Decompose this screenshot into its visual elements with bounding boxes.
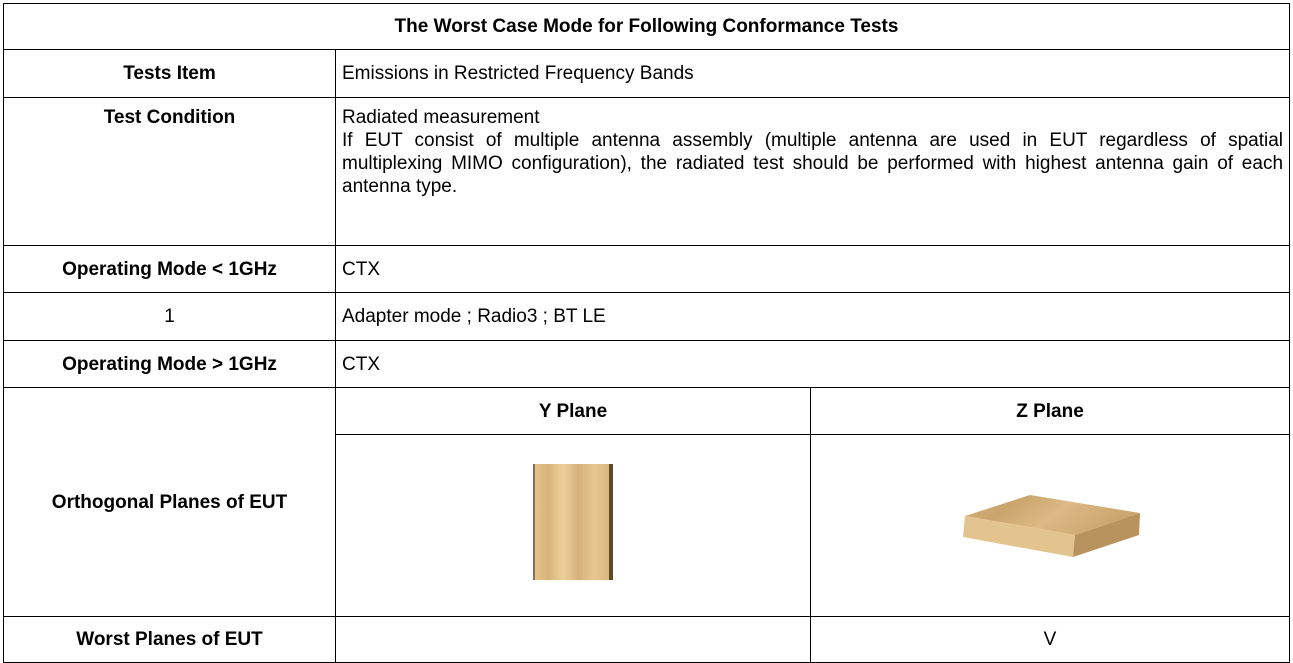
plane-header: Y Plane <box>336 388 811 435</box>
row-label: Tests Item <box>4 50 336 98</box>
table-title: The Worst Case Mode for Following Confor… <box>4 4 1290 50</box>
mode-number: 1 <box>4 293 336 341</box>
condition-line: Radiated measurement <box>342 106 1283 129</box>
z-plane-image <box>955 483 1145 563</box>
row-label: Operating Mode < 1GHz <box>4 246 336 293</box>
plane-image-cell <box>336 435 811 617</box>
row-label: Orthogonal Planes of EUT <box>4 388 336 617</box>
row-value: CTX <box>336 246 1290 293</box>
row-value: Emissions in Restricted Frequency Bands <box>336 50 1290 98</box>
condition-line: If EUT consist of multiple antenna assem… <box>342 129 1283 198</box>
row-label: Operating Mode > 1GHz <box>4 341 336 388</box>
conformance-table: The Worst Case Mode for Following Confor… <box>3 3 1290 663</box>
worst-plane-mark: V <box>811 617 1290 663</box>
plane-image-cell <box>811 435 1290 617</box>
y-plane-image <box>523 458 623 588</box>
page: The Worst Case Mode for Following Confor… <box>0 0 1293 659</box>
row-label: Test Condition <box>4 98 336 246</box>
row-value: CTX <box>336 341 1290 388</box>
worst-plane-cell <box>336 617 811 663</box>
plane-header: Z Plane <box>811 388 1290 435</box>
row-label: Worst Planes of EUT <box>4 617 336 663</box>
mode-value: Adapter mode ; Radio3 ; BT LE <box>336 293 1290 341</box>
